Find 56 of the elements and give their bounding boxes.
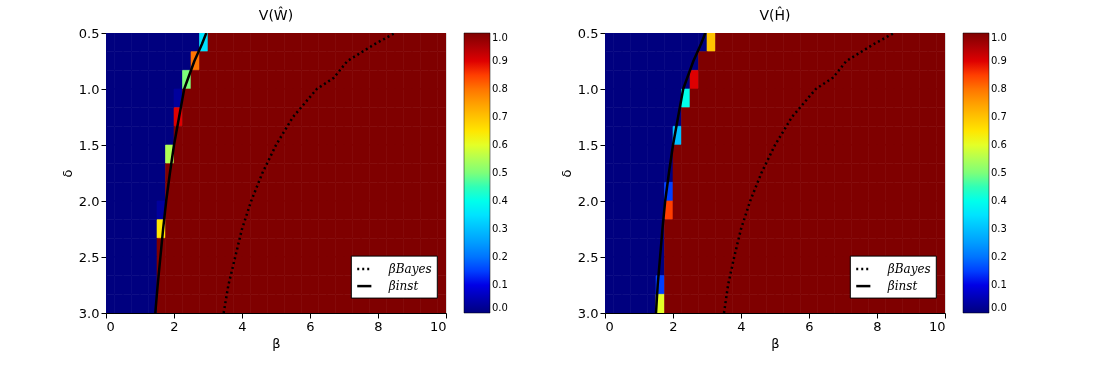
color-bar-label: 0.4	[991, 195, 1007, 206]
color-bar-label: 0.8	[492, 83, 508, 94]
color-bar-label: 1.0	[991, 32, 1007, 43]
y-axis-title: δ	[558, 169, 574, 178]
color-bar-label: 0.5	[492, 167, 508, 178]
y-tick-label: 2.0	[78, 193, 100, 209]
y-tick-label: 0.5	[577, 25, 599, 41]
y-tick-label: 3.0	[78, 305, 100, 321]
color-bar-label: 0.3	[492, 223, 508, 234]
y-tick-label: 1.5	[577, 137, 599, 153]
x-tick-label: 6	[805, 318, 814, 334]
chart-title: V(Ŵ)	[258, 6, 294, 23]
color-bar-label: 0.3	[991, 223, 1007, 234]
x-tick-label: 4	[737, 318, 746, 334]
color-bar-label: 1.0	[492, 32, 508, 43]
x-tick-label: 10	[429, 318, 447, 334]
legend-label: βinst	[886, 279, 918, 294]
x-tick-label: 10	[928, 318, 946, 334]
color-bar-label: 0.9	[991, 55, 1007, 66]
color-bar-label: 0.5	[991, 167, 1007, 178]
legend-label: βBayes	[886, 262, 931, 277]
x-tick-label: 2	[170, 318, 179, 334]
color-bar-label: 0.8	[991, 83, 1007, 94]
color-bar-label: 0.7	[991, 111, 1007, 122]
x-tick-label: 6	[306, 318, 315, 334]
x-tick-label: 0	[106, 318, 115, 334]
x-tick-label: 8	[374, 318, 383, 334]
y-tick-label: 2.5	[577, 249, 599, 265]
color-bar-label: 0.1	[991, 279, 1007, 290]
color-bar-label: 0.2	[991, 251, 1007, 262]
x-tick-label: 0	[605, 318, 614, 334]
color-bar-label: 0.0	[991, 302, 1007, 313]
x-axis-title: β	[771, 335, 780, 351]
color-bar-label: 0.4	[492, 195, 508, 206]
color-bar-label: 0.1	[492, 279, 508, 290]
y-axis-title: δ	[59, 169, 75, 178]
x-tick-label: 4	[238, 318, 247, 334]
chart-title: V(Ĥ)	[759, 6, 791, 23]
color-bar-label: 0.0	[492, 302, 508, 313]
y-tick-label: 2.0	[577, 193, 599, 209]
y-tick-label: 0.5	[78, 25, 100, 41]
y-tick-label: 2.5	[78, 249, 100, 265]
x-tick-label: 8	[873, 318, 882, 334]
color-bar-label: 0.6	[991, 139, 1007, 150]
y-tick-label: 1.5	[78, 137, 100, 153]
y-tick-label: 1.0	[78, 81, 100, 97]
color-bar-label: 0.9	[492, 55, 508, 66]
color-bar-label: 0.2	[492, 251, 508, 262]
x-axis-title: β	[272, 335, 281, 351]
legend-label: βBayes	[387, 262, 432, 277]
x-tick-label: 2	[669, 318, 678, 334]
color-bar-label: 0.6	[492, 139, 508, 150]
legend-label: βinst	[387, 279, 419, 294]
y-tick-label: 3.0	[577, 305, 599, 321]
y-tick-label: 1.0	[577, 81, 599, 97]
color-bar-label: 0.7	[492, 111, 508, 122]
